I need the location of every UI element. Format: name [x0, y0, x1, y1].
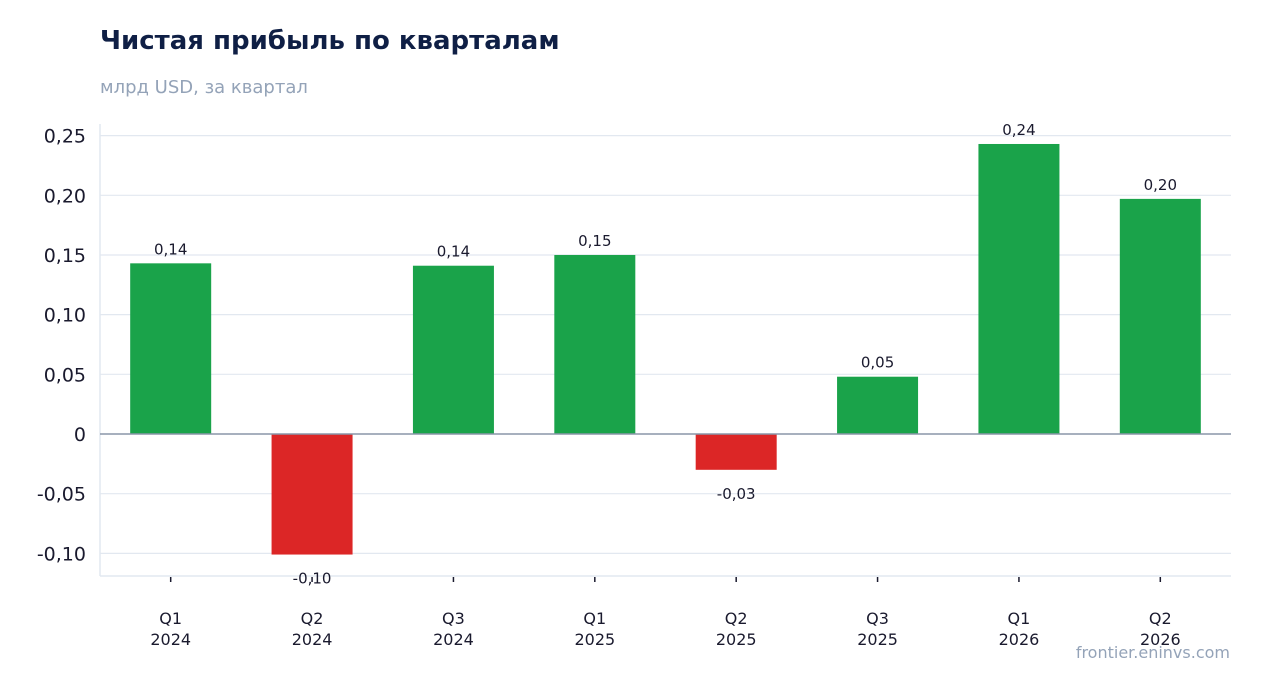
y-tick-label: -0,10	[37, 543, 86, 565]
x-tick-label-quarter: Q2	[725, 609, 748, 628]
x-tick-label-quarter: Q2	[1149, 609, 1172, 628]
data-label: 0,20	[1144, 176, 1177, 194]
x-tick-label-year: 2024	[292, 630, 333, 649]
x-tick-label-quarter: Q1	[583, 609, 606, 628]
data-label: 0,15	[578, 232, 611, 250]
x-tick-label-year: 2024	[433, 630, 474, 649]
y-tick-label: 0,10	[44, 305, 86, 327]
y-tick-label: 0,15	[44, 245, 86, 267]
chart-subtitle: млрд USD, за квартал	[100, 77, 308, 98]
x-tick-label-year: 2025	[716, 630, 757, 649]
bar	[412, 265, 494, 434]
x-tick-label-year: 2026	[999, 630, 1040, 649]
bar	[130, 263, 212, 434]
x-tick-label-quarter: Q3	[866, 609, 889, 628]
x-tick-label-year: 2024	[150, 630, 191, 649]
bar	[837, 376, 919, 434]
data-label: 0,14	[154, 240, 187, 258]
x-tick-label-year: 2025	[574, 630, 615, 649]
bar	[554, 254, 636, 434]
x-tick-label-year: 2026	[1140, 630, 1181, 649]
data-label: 0,05	[861, 354, 894, 372]
data-label: -0,03	[717, 485, 756, 503]
x-tick-label-quarter: Q1	[159, 609, 182, 628]
data-label: 0,24	[1002, 121, 1035, 139]
x-tick-label-quarter: Q2	[301, 609, 324, 628]
y-tick-label: 0,20	[44, 185, 86, 207]
bar	[695, 434, 777, 470]
data-label: 0,14	[437, 243, 470, 261]
source-label: frontier.eninvs.com	[1075, 643, 1230, 662]
bar	[271, 434, 353, 555]
x-tick-label-year: 2025	[857, 630, 898, 649]
bar	[1119, 198, 1201, 434]
chart-title: Чистая прибыль по кварталам	[100, 26, 560, 56]
y-tick-label: 0	[74, 424, 86, 446]
x-tick-label-quarter: Q3	[442, 609, 465, 628]
y-tick-label: 0,25	[44, 126, 86, 148]
y-tick-label: -0,05	[37, 484, 86, 506]
x-tick-label-quarter: Q1	[1008, 609, 1031, 628]
y-tick-label: 0,05	[44, 364, 86, 386]
bar	[978, 143, 1060, 435]
